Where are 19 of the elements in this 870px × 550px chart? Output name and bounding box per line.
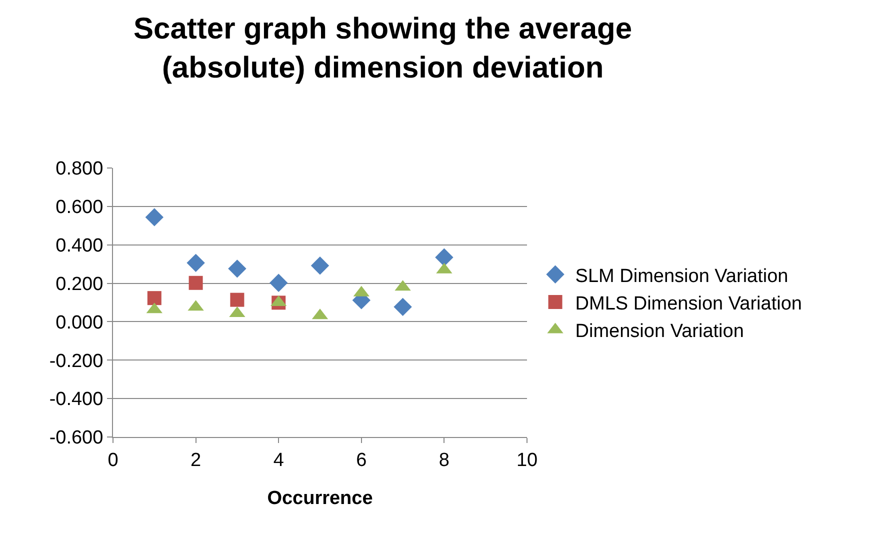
x-tick-label: 8	[438, 450, 450, 471]
x-tick-label: 2	[190, 450, 202, 471]
chart-title: Scatter graph showing the average (absolute) dimension deviation	[134, 12, 632, 84]
y-tick-label: 0.400	[56, 236, 104, 257]
y-tick-label: -0.200	[49, 350, 104, 372]
x-tick-label: 0	[108, 450, 118, 471]
x-tick-label: 4	[273, 450, 284, 471]
legend-label: Dimension Variation	[575, 321, 744, 342]
x-axis-title: Occurrence	[267, 488, 373, 509]
y-tick-label: -0.400	[49, 389, 104, 410]
y-tick-label: 0.600	[56, 197, 104, 218]
y-tick-label: 0.200	[56, 274, 104, 295]
y-tick-label: 0.000	[56, 312, 104, 334]
x-tick-label: 6	[356, 450, 367, 471]
x-tick-label: 10	[516, 450, 538, 471]
legend-label: SLM Dimension Variation	[575, 266, 788, 287]
y-tick-label: 0.800	[56, 158, 104, 180]
y-tick-label: -0.600	[49, 428, 104, 449]
legend-label: DMLS Dimension Variation	[575, 293, 802, 314]
